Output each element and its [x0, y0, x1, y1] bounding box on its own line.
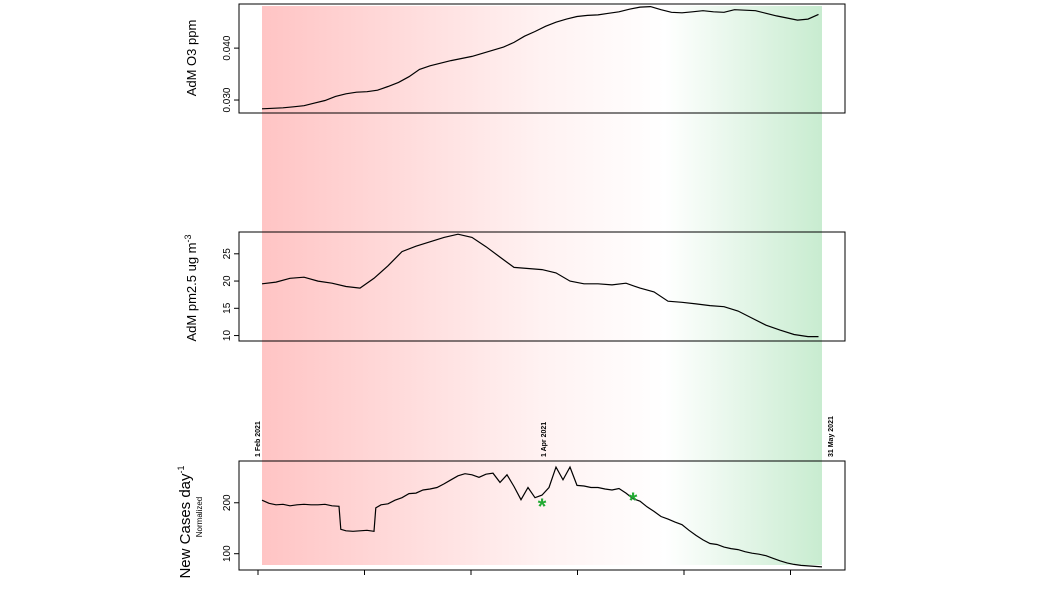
cases-series-line: [261, 465, 823, 568]
date-label-start: 1 Feb 2021: [255, 421, 262, 457]
cases-ytick-label: 200: [222, 494, 233, 511]
date-labels: 1 Feb 2021 1 Apr 2021 31 May 2021: [255, 416, 835, 457]
cases-plot-frame: [238, 460, 846, 571]
panel-1-ylabel: AdM O3 ppm: [184, 20, 199, 97]
pm25-ytick-label: 20: [222, 275, 233, 287]
panel-3-ylabel: New Cases day-1 Normalized: [176, 465, 204, 578]
o3-panel: 0.030 0.040: [222, 3, 846, 114]
panel-2-ylabel: AdM pm2.5 ug m-3: [183, 234, 199, 341]
pm25-series-line: [261, 233, 819, 338]
date-label-mid: 1 Apr 2021: [541, 422, 548, 457]
cases-panel: 100 200 * *: [222, 460, 846, 575]
date-label-end: 31 May 2021: [828, 416, 835, 457]
cases-ylabel-sup: -1: [176, 465, 186, 473]
o3-ytick-label: 0.030: [222, 87, 233, 112]
o3-ylabel: AdM O3 ppm: [184, 20, 199, 97]
o3-series-line: [261, 5, 819, 110]
pm25-ylabel-text: AdM pm2.5 ug m: [184, 243, 199, 342]
cases-ytick-label: 100: [222, 545, 233, 562]
pm25-ylabel-sup: -3: [183, 234, 193, 242]
x-axis-ticks: [257, 570, 791, 575]
pm25-panel: 10 15 20 25: [222, 231, 846, 342]
cases-ylabel-text: New Cases day: [177, 473, 194, 579]
pm25-ylabel: AdM pm2.5 ug m-3: [183, 234, 199, 341]
cases-ylabel: New Cases day-1: [176, 465, 194, 578]
pm25-plot-frame: [238, 231, 846, 342]
cases-ylabel-normalized: Normalized: [195, 497, 204, 537]
o3-ytick-label: 0.040: [222, 35, 233, 60]
significance-marker: *: [629, 488, 638, 513]
pm25-ytick-label: 15: [222, 302, 233, 314]
pm25-ytick-label: 25: [222, 248, 233, 260]
o3-plot-frame: [238, 3, 846, 114]
pm25-ytick-label: 10: [222, 330, 233, 342]
period-shading-band: [262, 6, 822, 565]
significance-marker: *: [538, 494, 547, 519]
